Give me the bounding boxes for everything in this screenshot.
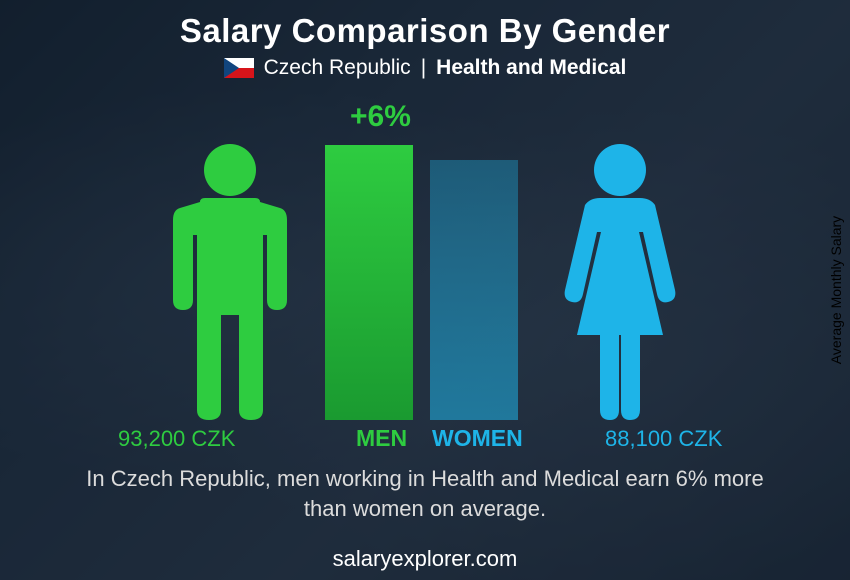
czech-flag-icon	[224, 58, 254, 78]
footer-source: salaryexplorer.com	[0, 546, 850, 572]
subtitle-row: Czech Republic | Health and Medical	[0, 56, 850, 80]
subtitle-country: Czech Republic	[264, 56, 411, 80]
female-salary-value: 88,100 CZK	[605, 426, 722, 452]
chart-area: +6% MEN WOMEN 93,200 CZK 88,100 CZK	[0, 100, 850, 460]
male-salary-value: 93,200 CZK	[118, 426, 235, 452]
male-axis-label: MEN	[356, 425, 407, 452]
vertical-axis-label-wrap: Average Monthly Salary	[822, 0, 850, 580]
content-area: Salary Comparison By Gender Czech Republ…	[0, 0, 850, 580]
female-bar	[430, 160, 518, 420]
male-figure-icon	[155, 140, 305, 420]
percent-difference-label: +6%	[350, 100, 411, 134]
description-text: In Czech Republic, men working in Health…	[0, 464, 850, 523]
main-title: Salary Comparison By Gender	[0, 0, 850, 50]
female-axis-label: WOMEN	[432, 425, 523, 452]
subtitle-separator: |	[421, 56, 426, 80]
vertical-axis-label: Average Monthly Salary	[828, 216, 844, 364]
subtitle-sector: Health and Medical	[436, 56, 626, 80]
female-figure-icon	[545, 140, 695, 420]
male-bar	[325, 145, 413, 420]
